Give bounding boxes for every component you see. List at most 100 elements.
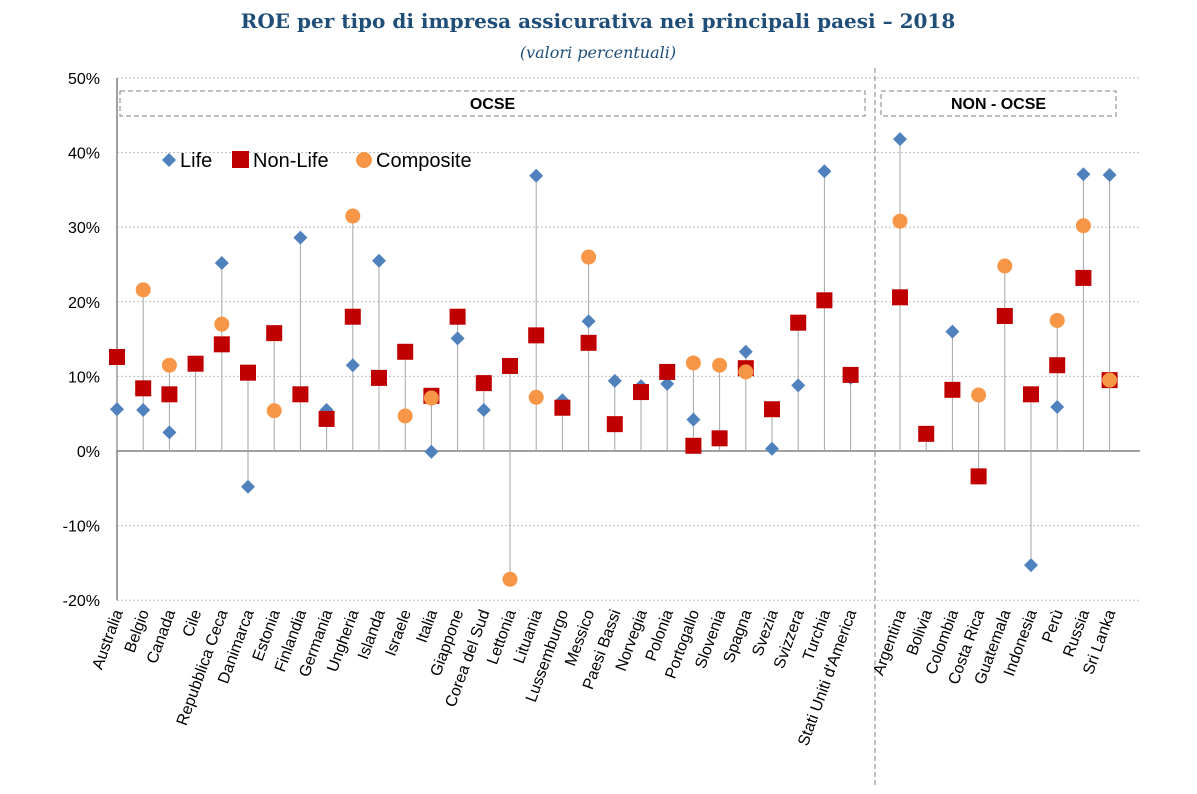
life-point (817, 164, 832, 179)
life-point (529, 168, 544, 183)
life-point (581, 314, 596, 329)
legend-nonlife-marker (232, 151, 249, 168)
life-point (1050, 399, 1065, 414)
chart-title: ROE per tipo di impresa assicurativa nei… (241, 9, 955, 33)
life-point (660, 376, 675, 391)
life-point (765, 441, 779, 456)
life-point (162, 425, 177, 440)
chart-subtitle: (valori percentuali) (520, 43, 676, 62)
composite-point (214, 316, 230, 332)
nonlife-point (187, 355, 204, 372)
nonlife-point (790, 314, 807, 331)
nonlife-point (633, 384, 649, 401)
y-tick-label: -20% (63, 593, 100, 610)
life-point (450, 331, 465, 346)
nonlife-point (944, 381, 961, 398)
composite-point (1075, 218, 1091, 234)
life-point (424, 444, 439, 459)
nonlife-point (449, 308, 466, 325)
composite-point (161, 357, 177, 373)
legend-composite-marker (356, 152, 372, 168)
nonlife-point (685, 437, 702, 454)
life-point (945, 324, 960, 339)
nonlife-point (764, 401, 780, 418)
nonlife-point (213, 336, 230, 353)
x-tick-label: Perù (1039, 608, 1067, 646)
life-point (791, 378, 806, 393)
nonlife-point (1049, 357, 1066, 374)
nonlife-point (292, 386, 309, 403)
composite-point (423, 390, 439, 406)
life-point (136, 402, 151, 417)
composite-point (345, 208, 361, 224)
composite-point (1102, 372, 1118, 388)
life-point (372, 253, 386, 268)
nonlife-point (240, 364, 256, 381)
x-tick-label: Australia (89, 607, 126, 671)
nonlife-point (606, 416, 623, 433)
nonlife-point (1075, 269, 1092, 286)
y-tick-label: 0% (77, 444, 100, 461)
y-tick-label: 40% (68, 146, 100, 163)
composite-point (1049, 312, 1065, 328)
nonlife-point (996, 307, 1013, 324)
group-label: OCSE (470, 96, 516, 113)
nonlife-point (842, 366, 859, 383)
nonlife-point (109, 349, 125, 366)
x-tick-label: Italia (414, 607, 442, 645)
nonlife-point (816, 292, 833, 309)
nonlife-point (659, 363, 676, 380)
nonlife-point (397, 343, 414, 360)
nonlife-point (318, 410, 335, 427)
life-point (893, 132, 907, 147)
life-point (241, 479, 255, 494)
y-tick-label: 20% (68, 295, 100, 312)
nonlife-point (502, 357, 518, 374)
nonlife-point (344, 308, 361, 325)
composite-point (685, 355, 701, 371)
nonlife-point (554, 399, 571, 416)
group-label: NON - OCSE (951, 96, 1046, 113)
nonlife-point (528, 327, 545, 344)
life-point (214, 256, 229, 271)
life-point (607, 373, 622, 388)
y-tick-label: 50% (68, 71, 100, 88)
composite-point (528, 389, 544, 405)
x-tick-label: Cile (180, 607, 205, 639)
composite-point (738, 364, 754, 380)
composite-point (581, 249, 597, 265)
nonlife-point (580, 334, 597, 351)
group-box (880, 90, 1117, 117)
composite-point (266, 403, 282, 419)
nonlife-point (371, 369, 387, 386)
nonlife-point (970, 468, 987, 485)
nonlife-point (711, 430, 728, 447)
composite-point (892, 213, 908, 229)
group-box (119, 90, 866, 117)
legend-composite-label: Composite (376, 150, 472, 172)
legend: Life Non-Life Composite (162, 150, 472, 172)
y-tick-label: 10% (68, 369, 100, 386)
composite-point (135, 282, 151, 298)
life-point (738, 344, 753, 359)
composite-point (712, 357, 728, 373)
nonlife-point (892, 289, 908, 306)
y-tick-label: 30% (68, 220, 100, 237)
composite-point (502, 571, 518, 587)
life-point (1102, 167, 1117, 182)
life-point (293, 230, 308, 245)
life-point (1024, 558, 1038, 573)
composite-point (397, 408, 413, 424)
x-tick-label: Argentina (870, 607, 909, 677)
life-point (110, 402, 124, 417)
nonlife-point (161, 386, 178, 403)
nonlife-point (1023, 386, 1039, 403)
composite-point (997, 258, 1013, 274)
legend-nonlife-label: Non-Life (253, 150, 329, 172)
legend-life-label: Life (180, 150, 212, 172)
y-tick-label: -10% (63, 519, 100, 536)
nonlife-point (918, 425, 935, 442)
life-point (1076, 167, 1091, 182)
life-point (686, 412, 701, 427)
